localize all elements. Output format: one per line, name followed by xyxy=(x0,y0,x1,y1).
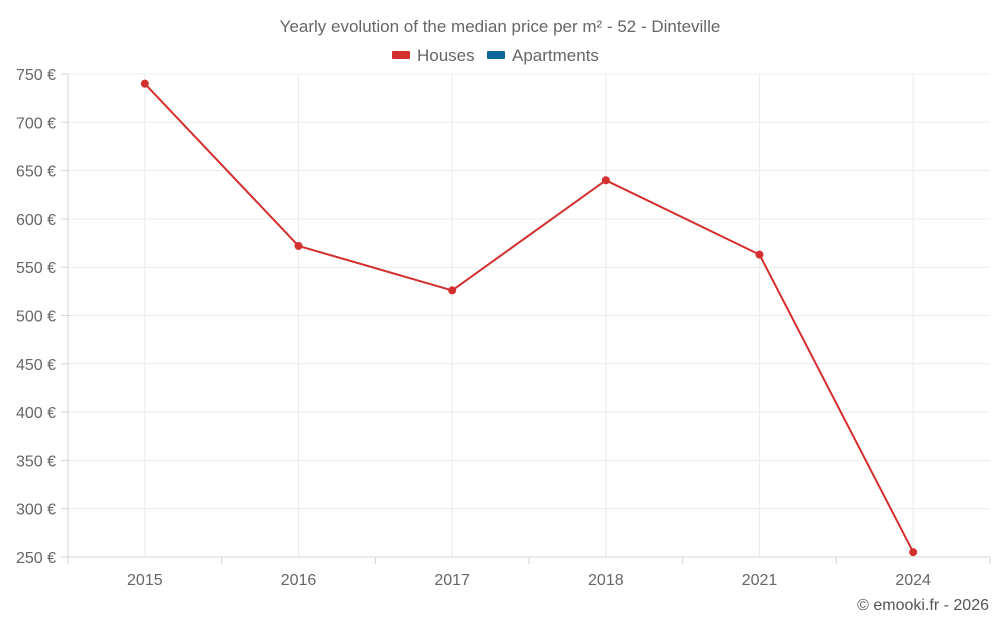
axes: 250 € 300 € 350 € 400 € 450 € 500 € 550 € 600 €… xyxy=(16,67,991,589)
y-tick-label: 600 € xyxy=(16,212,56,229)
legend-swatch-apartments xyxy=(487,51,505,59)
y-tick-label: 350 € xyxy=(16,453,56,470)
data-point-houses[interactable] xyxy=(448,286,457,295)
x-tick-label: 2018 xyxy=(588,572,624,589)
y-tick-label: 300 € xyxy=(16,502,56,519)
chart-title: Yearly evolution of the median price per… xyxy=(280,17,721,36)
y-tick-label: 250 € xyxy=(16,550,56,567)
x-tick-label: 2017 xyxy=(434,572,470,589)
y-tick-label: 450 € xyxy=(16,357,56,374)
legend-item-houses[interactable]: Houses xyxy=(392,46,475,65)
y-tick-label: 500 € xyxy=(16,309,56,326)
y-tick-label: 750 € xyxy=(16,67,56,84)
y-tick-label: 650 € xyxy=(16,164,56,181)
y-tick-label: 700 € xyxy=(16,115,56,132)
legend-swatch-houses xyxy=(392,51,410,59)
x-tick-label: 2016 xyxy=(281,572,317,589)
data-point-houses[interactable] xyxy=(909,548,918,557)
x-tick-label: 2024 xyxy=(895,572,931,589)
legend-label-apartments: Apartments xyxy=(512,46,599,65)
x-tick-label: 2015 xyxy=(127,572,163,589)
grid xyxy=(68,73,990,557)
data-point-houses[interactable] xyxy=(601,176,610,185)
credit-text: © emooki.fr - 2026 xyxy=(857,597,989,614)
series-line-houses xyxy=(144,83,915,553)
y-tick-label: 550 € xyxy=(16,260,56,277)
legend-label-houses: Houses xyxy=(417,46,475,65)
x-tick-label: 2021 xyxy=(742,572,778,589)
series-layer xyxy=(140,79,918,557)
y-tick-label: 400 € xyxy=(16,405,56,422)
legend-item-apartments[interactable]: Apartments xyxy=(487,46,599,65)
data-point-houses[interactable] xyxy=(294,241,303,250)
data-point-houses[interactable] xyxy=(755,250,764,259)
legend: Houses Apartments xyxy=(392,46,599,65)
data-point-houses[interactable] xyxy=(140,79,149,88)
